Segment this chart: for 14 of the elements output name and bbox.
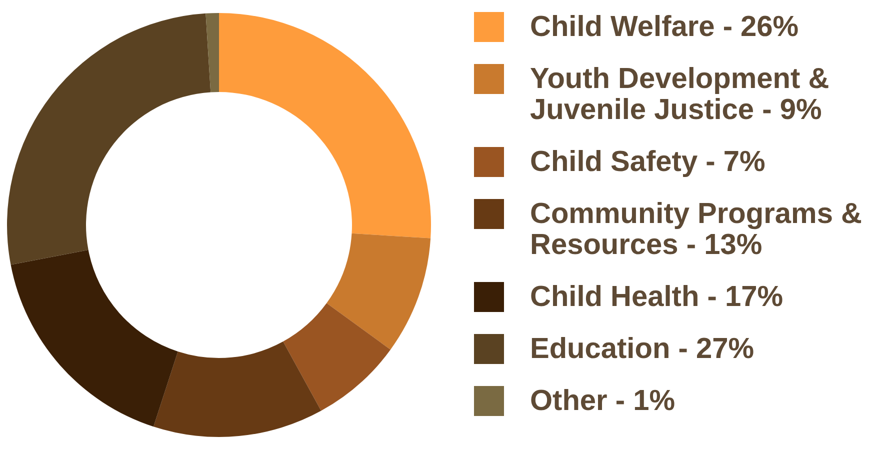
donut-slice [10, 250, 178, 427]
donut-slice [326, 233, 431, 350]
legend-label: Child Health - 17% [530, 281, 784, 313]
donut-slice [283, 303, 391, 411]
donut-slice [219, 13, 431, 238]
donut-slice [206, 13, 219, 92]
legend-label: Child Welfare - 26% [530, 11, 799, 43]
legend-label: Youth Development & Juvenile Justice - 9% [530, 63, 830, 126]
legend-label: Education - 27% [530, 333, 754, 365]
legend-label: Child Safety - 7% [530, 146, 766, 178]
donut-slice [153, 342, 322, 437]
legend-label: Other - 1% [530, 385, 676, 417]
legend-label: Community Programs & Resources - 13% [530, 198, 862, 261]
donut-slice [7, 13, 211, 265]
